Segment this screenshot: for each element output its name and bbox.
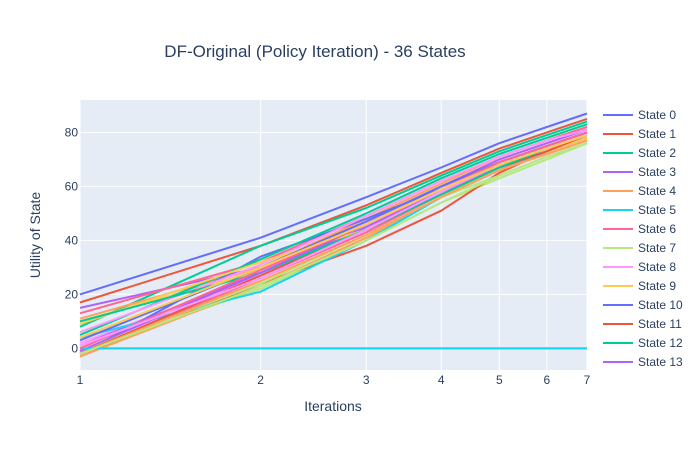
x-tick-label: 2 — [257, 373, 264, 387]
x-axis-title: Iterations — [304, 398, 362, 414]
legend-label: State 7 — [638, 241, 676, 255]
legend-item[interactable]: State 3 — [603, 165, 676, 179]
legend-label: State 10 — [638, 298, 683, 312]
legend-item[interactable]: State 13 — [603, 355, 683, 369]
legend-label: State 13 — [638, 355, 683, 369]
y-tick-label: 40 — [65, 233, 79, 247]
x-tick-label: 3 — [363, 373, 370, 387]
y-tick-label: 20 — [65, 287, 79, 301]
legend-item[interactable]: State 12 — [603, 336, 683, 350]
series-line-2 — [79, 120, 588, 328]
x-tick-label: 4 — [438, 373, 445, 387]
x-tick-label: 5 — [496, 373, 503, 387]
x-tick-label: 7 — [584, 373, 591, 387]
legend-item[interactable]: State 8 — [603, 260, 676, 274]
legend-label: State 5 — [638, 203, 676, 217]
legend-item[interactable]: State 0 — [603, 108, 676, 122]
y-tick-label: 0 — [71, 341, 78, 355]
series-line-0 — [79, 112, 588, 296]
legend-label: State 8 — [638, 260, 676, 274]
series-line-24 — [79, 139, 588, 355]
legend-label: State 4 — [638, 184, 676, 198]
legend: State 0 State 1 State 2 State 3 State 4 State… — [603, 108, 683, 369]
legend-item[interactable]: State 1 — [603, 127, 676, 141]
y-tick-label: 80 — [65, 125, 79, 139]
legend-item[interactable]: State 11 — [603, 317, 682, 331]
y-tick-label: 60 — [65, 179, 79, 193]
series-line-12 — [79, 123, 588, 336]
legend-item[interactable]: State 2 — [603, 146, 676, 160]
legend-item[interactable]: State 4 — [603, 184, 676, 198]
series-line-18 — [79, 128, 588, 334]
legend-item[interactable]: State 10 — [603, 298, 683, 312]
legend-label: State 2 — [638, 146, 676, 160]
x-tick-labels: 1 2 3 4 5 6 7 — [77, 373, 591, 387]
legend-label: State 9 — [638, 279, 676, 293]
chart-title: DF-Original (Policy Iteration) - 36 Stat… — [164, 42, 465, 61]
legend-item[interactable]: State 9 — [603, 279, 676, 293]
legend-label: State 11 — [638, 317, 682, 331]
legend-label: State 12 — [638, 336, 683, 350]
legend-item[interactable]: State 6 — [603, 222, 676, 236]
series-line-29 — [79, 134, 588, 339]
x-tick-label: 1 — [77, 373, 84, 387]
legend-label: State 1 — [638, 127, 676, 141]
legend-item[interactable]: State 7 — [603, 241, 676, 255]
legend-label: State 3 — [638, 165, 676, 179]
series-line-27 — [79, 142, 588, 355]
legend-label: State 6 — [638, 222, 676, 236]
y-axis-title: Utility of State — [27, 192, 43, 279]
legend-item[interactable]: State 5 — [603, 203, 676, 217]
series-lines — [79, 112, 588, 358]
x-tick-label: 6 — [543, 373, 550, 387]
legend-label: State 0 — [638, 108, 676, 122]
y-tick-labels: 0 20 40 60 80 — [65, 125, 79, 355]
